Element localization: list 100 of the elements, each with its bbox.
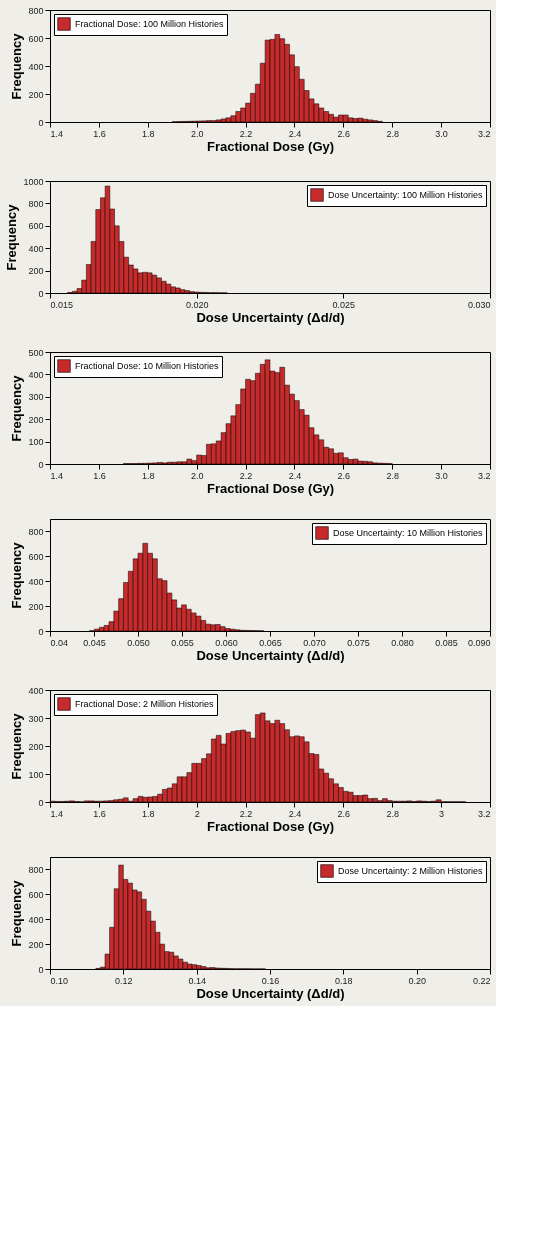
- x-tick-label: 2.4: [288, 470, 302, 481]
- y-tick-label: 0: [38, 797, 44, 808]
- x-tick-label: 2: [194, 808, 200, 819]
- y-axis-title: Frequency: [9, 541, 25, 609]
- x-tick-label: 1.6: [93, 470, 106, 481]
- x-tick-label: 1.4: [50, 128, 64, 139]
- x-tick-label: 0.045: [83, 637, 106, 648]
- y-tick-label: 400: [28, 914, 44, 925]
- y-tick-label: 800: [28, 526, 44, 537]
- y-axis-title: Frequency: [9, 374, 25, 442]
- y-tick-label: 400: [28, 369, 44, 380]
- y-tick-label: 400: [28, 685, 44, 696]
- y-tick-label: 600: [28, 551, 44, 562]
- x-tick-label: 1.4: [50, 470, 64, 481]
- y-tick-label: 600: [28, 889, 44, 900]
- x-tick-label: 0.085: [435, 637, 458, 648]
- x-tick-label: 1.4: [50, 808, 64, 819]
- x-tick-label: 0.070: [303, 637, 326, 648]
- x-tick-label: 3.2: [477, 470, 491, 481]
- x-tick-label: 3.2: [477, 808, 491, 819]
- y-tick-label: 200: [28, 266, 44, 277]
- x-tick-label: 1.6: [93, 128, 106, 139]
- x-tick-label: 0.14: [188, 975, 206, 986]
- x-tick-label: 2.4: [288, 808, 302, 819]
- legend-label: Dose Uncertainty: 100 Million Histories: [328, 190, 484, 200]
- legend-label: Fractional Dose: 10 Million Histories: [75, 361, 220, 371]
- x-tick-label: 1.8: [142, 128, 155, 139]
- y-tick-label: 200: [28, 741, 44, 752]
- x-tick-label: 0.10: [50, 975, 69, 986]
- x-tick-label: 0.015: [50, 299, 74, 310]
- y-axis-title: Frequency: [9, 712, 25, 780]
- y-tick-label: 1000: [23, 176, 44, 187]
- x-tick-label: 0.20: [408, 975, 426, 986]
- x-tick-label: 2.2: [239, 808, 253, 819]
- x-axis-title: Dose Uncertainty (Δd/d): [196, 309, 345, 325]
- x-tick-label: 0.18: [335, 975, 353, 986]
- x-tick-label: 2.2: [239, 470, 253, 481]
- y-tick-label: 0: [38, 626, 44, 637]
- x-tick-label: 1.8: [142, 470, 155, 481]
- legend-label: Fractional Dose: 2 Million Histories: [75, 699, 215, 709]
- x-tick-label: 0.020: [185, 299, 209, 310]
- legend-label: Dose Uncertainty: 10 Million Histories: [333, 528, 484, 538]
- y-tick-label: 500: [28, 347, 44, 358]
- x-tick-label: 0.050: [127, 637, 150, 648]
- x-tick-label: 0.060: [215, 637, 238, 648]
- x-tick-label: 0.22: [472, 975, 491, 986]
- x-tick-label: 2.8: [386, 808, 399, 819]
- y-tick-label: 800: [28, 864, 44, 875]
- y-tick-label: 400: [28, 576, 44, 587]
- y-tick-label: 0: [38, 459, 44, 470]
- x-tick-label: 0.12: [115, 975, 133, 986]
- y-tick-label: 0: [38, 964, 44, 975]
- y-axis-title: Frequency: [9, 879, 25, 947]
- y-tick-label: 100: [28, 437, 44, 448]
- x-tick-label: 0.090: [467, 637, 491, 648]
- y-tick-label: 400: [28, 243, 44, 254]
- y-axis-title: Frequency: [9, 32, 25, 100]
- x-axis-title: Dose Uncertainty (Δd/d): [196, 647, 345, 663]
- x-axis-title: Fractional Dose (Gy): [206, 818, 335, 834]
- x-tick-label: 0.080: [391, 637, 414, 648]
- x-tick-label: 2.8: [386, 128, 399, 139]
- x-tick-label: 3.0: [435, 470, 448, 481]
- x-tick-label: 0.065: [259, 637, 282, 648]
- y-axis-title: Frequency: [4, 203, 20, 271]
- x-tick-label: 2.8: [386, 470, 399, 481]
- x-tick-label: 3.2: [477, 128, 491, 139]
- y-tick-label: 0: [38, 288, 44, 299]
- y-tick-label: 300: [28, 392, 44, 403]
- y-tick-label: 200: [28, 414, 44, 425]
- y-tick-label: 200: [28, 601, 44, 612]
- y-tick-label: 0: [38, 117, 44, 128]
- x-axis-title: Fractional Dose (Gy): [206, 138, 335, 154]
- x-tick-label: 1.8: [142, 808, 155, 819]
- x-tick-label: 0.055: [171, 637, 194, 648]
- legend-label: Fractional Dose: 100 Million Histories: [75, 19, 225, 29]
- y-tick-label: 800: [28, 5, 44, 16]
- x-tick-label: 3: [439, 808, 445, 819]
- y-tick-label: 600: [28, 33, 44, 44]
- x-tick-label: 0.16: [261, 975, 280, 986]
- x-tick-label: 2.6: [337, 808, 351, 819]
- x-axis-title: Fractional Dose (Gy): [206, 480, 335, 496]
- x-tick-label: 2.4: [288, 128, 302, 139]
- y-tick-label: 300: [28, 713, 44, 724]
- y-tick-label: 800: [28, 198, 44, 209]
- x-tick-label: 2.6: [337, 470, 351, 481]
- x-tick-label: 3.0: [435, 128, 448, 139]
- x-axis-title: Dose Uncertainty (Δd/d): [196, 985, 345, 1001]
- y-tick-label: 100: [28, 769, 44, 780]
- x-tick-label: 2.6: [337, 128, 351, 139]
- y-tick-label: 200: [28, 89, 44, 100]
- x-tick-label: 1.6: [93, 808, 106, 819]
- x-tick-label: 0.030: [467, 299, 491, 310]
- legend-label: Dose Uncertainty: 2 Million Histories: [338, 866, 484, 876]
- x-tick-label: 2.2: [239, 128, 253, 139]
- x-tick-label: 0.025: [332, 299, 356, 310]
- y-tick-label: 400: [28, 61, 44, 72]
- x-tick-label: 2.0: [190, 470, 204, 481]
- y-tick-label: 600: [28, 221, 44, 232]
- x-tick-label: 2.0: [190, 128, 204, 139]
- x-tick-label: 0.04: [50, 637, 69, 648]
